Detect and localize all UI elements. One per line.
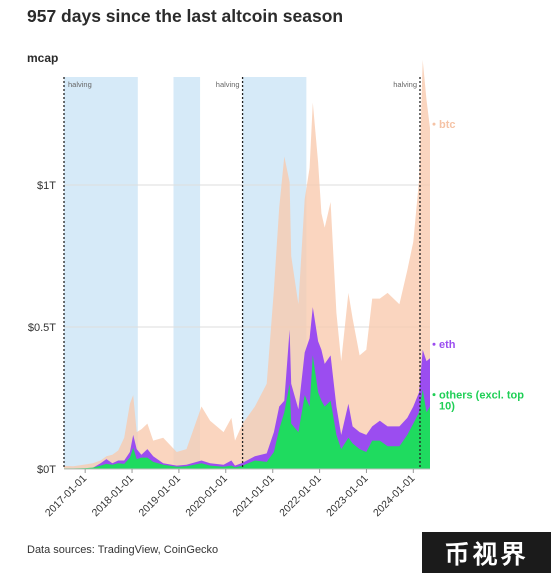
watermark-logo: 币视界: [422, 532, 551, 573]
y-axis-label: mcap: [27, 51, 59, 65]
area-btc: [64, 60, 430, 469]
legend-label-others: others (excl. top 10): [439, 390, 524, 413]
chart-title: 957 days since the last altcoin season: [27, 6, 344, 26]
legend-marker-btc: [432, 122, 436, 126]
halving-label-2: halving: [216, 80, 240, 89]
y-tick-label: $0T: [37, 464, 56, 476]
x-tick-label: 2022-01-01: [277, 473, 324, 520]
legend-marker-others: [432, 393, 436, 397]
legend: btc eth others (excl. top 10): [432, 119, 524, 413]
x-tick-label: 2023-01-01: [324, 473, 371, 520]
halving-label-3: halving: [393, 80, 417, 89]
data-source-note: Data sources: TradingView, CoinGecko: [27, 544, 219, 556]
legend-marker-eth: [432, 342, 436, 346]
x-tick-label: 2024-01-01: [371, 473, 418, 520]
area-series: [64, 60, 430, 469]
x-tick-label: 2021-01-01: [230, 473, 277, 520]
y-tick-label: $1T: [37, 180, 56, 192]
halving-lines: halving halving halving: [63, 77, 421, 469]
area-others: [64, 355, 430, 469]
legend-label-btc: btc: [439, 119, 456, 131]
shaded-period-2: [173, 77, 201, 469]
legend-label-eth: eth: [439, 339, 456, 351]
shaded-period-1: [64, 77, 138, 469]
y-tick-label: $0.5T: [28, 322, 56, 334]
x-tick-label: 2020-01-01: [183, 473, 230, 520]
halving-label-1: halving: [68, 80, 92, 89]
x-tick-label: 2017-01-01: [43, 473, 90, 520]
x-tick-label: 2018-01-01: [90, 473, 137, 520]
x-tick-label: 2019-01-01: [137, 473, 184, 520]
area-eth: [64, 307, 430, 469]
